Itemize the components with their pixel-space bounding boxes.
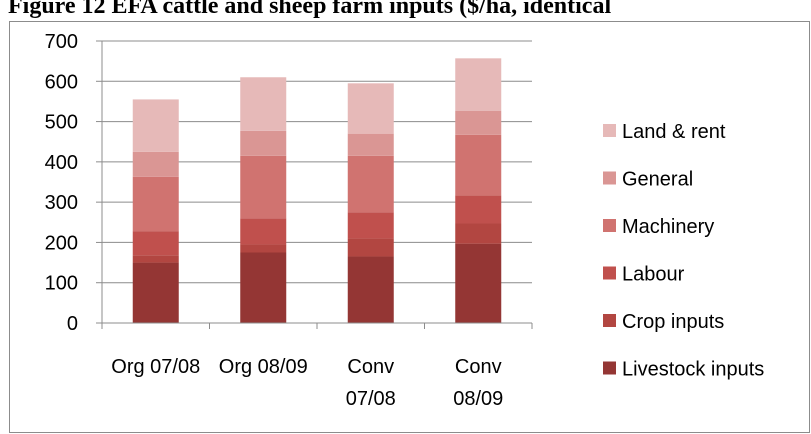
legend-swatch — [603, 171, 616, 185]
y-tick-label: 300 — [45, 192, 78, 214]
bar-segment — [240, 130, 287, 156]
bar-segment — [455, 195, 502, 224]
bar-segment — [347, 212, 394, 239]
y-tick-label: 100 — [45, 273, 78, 295]
legend: Land & rent General Machinery Labour Crop in… — [603, 121, 764, 381]
bar-segment — [455, 58, 502, 111]
bar-segment — [132, 231, 179, 256]
legend-swatch — [603, 314, 616, 327]
legend-item: Land & rent — [603, 121, 726, 143]
bar-segment — [240, 252, 287, 323]
axes: 0 100 200 300 400 500 600 700 Org 07/08 Org 08/09… — [45, 31, 533, 410]
bar-segment — [347, 238, 394, 257]
y-tick-label: 400 — [45, 152, 78, 174]
bar-segment — [455, 223, 502, 244]
bar-segment — [240, 77, 287, 131]
figure-caption: Figure 12 EFA cattle and sheep farm inpu… — [8, 0, 612, 19]
bar-segment — [347, 83, 394, 134]
bar-segment — [347, 256, 394, 323]
legend-label: Machinery — [622, 216, 714, 238]
x-tick-label: Org 07/08 — [111, 356, 200, 378]
bar-segment — [240, 218, 287, 245]
x-tick-label: 08/09 — [453, 388, 503, 410]
bar-segment — [240, 155, 287, 219]
legend-item: Machinery — [603, 216, 714, 238]
legend-swatch — [603, 361, 616, 375]
x-tick-label: Conv — [455, 356, 502, 378]
legend-swatch — [603, 124, 616, 137]
x-tick-label: Conv — [347, 356, 394, 378]
legend-label: Livestock inputs — [622, 359, 764, 381]
legend-item: Crop inputs — [603, 311, 724, 333]
y-tick-label: 200 — [45, 232, 78, 254]
bar-segment — [455, 134, 502, 196]
legend-swatch — [603, 219, 616, 232]
bar-segment — [240, 244, 287, 253]
bar-segment — [455, 243, 502, 323]
bars — [132, 58, 502, 323]
y-tick-label: 600 — [45, 71, 78, 93]
bar-segment — [132, 99, 179, 152]
x-tick-label: 07/08 — [346, 388, 396, 410]
y-tick-label: 500 — [45, 112, 78, 134]
bar-segment — [347, 133, 394, 156]
legend-item: Labour — [603, 264, 685, 286]
legend-label: Labour — [622, 264, 685, 286]
y-tick-label: 700 — [45, 31, 78, 53]
bar-segment — [132, 151, 179, 177]
legend-item: Livestock inputs — [603, 359, 764, 381]
x-tick-label: Org 08/09 — [219, 356, 308, 378]
bar-segment — [347, 155, 394, 213]
legend-label: Crop inputs — [622, 311, 724, 333]
bar-segment — [132, 176, 179, 232]
legend-label: Land & rent — [622, 121, 726, 143]
bar-segment — [132, 262, 179, 323]
bar-segment — [132, 255, 179, 263]
legend-swatch — [603, 266, 616, 280]
legend-label: General — [622, 169, 693, 191]
legend-item: General — [603, 169, 693, 191]
bar-segment — [455, 110, 502, 135]
y-tick-label: 0 — [67, 313, 78, 335]
